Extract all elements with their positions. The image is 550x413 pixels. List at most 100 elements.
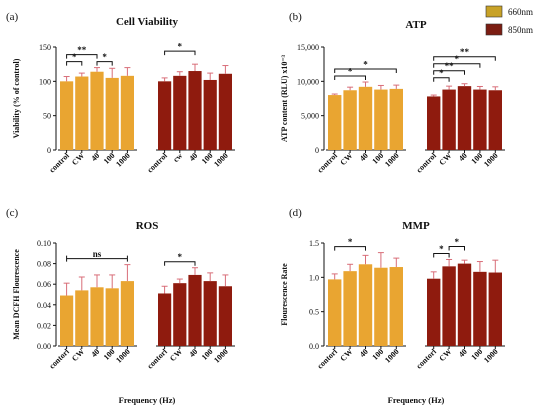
bar-850nm-4: [488, 272, 502, 346]
sig-bracket: [164, 261, 196, 266]
sig-label: *: [455, 54, 460, 64]
bar-850nm-0: [158, 293, 172, 346]
x-tick-label: CW: [437, 347, 453, 363]
y-tick-label: 0.10: [37, 239, 51, 248]
chart-title: ATP: [405, 19, 426, 31]
bar-660nm-2: [358, 264, 373, 346]
sig-bracket: [433, 70, 465, 75]
x-tick-label: 1000: [212, 151, 230, 169]
bar-660nm-2: [90, 71, 104, 150]
bar-850nm-0: [427, 96, 441, 150]
bar-660nm-1: [75, 76, 89, 150]
bar-850nm-4: [488, 90, 502, 150]
x-tick-label: cw: [171, 151, 184, 164]
chart-panel-4: (d) MMP 0.0 0.5 1.0 1.5 Flourescence Rate Frequ…: [280, 207, 505, 405]
x-tick-label: 40: [358, 151, 370, 163]
x-tick-label: 40: [89, 347, 101, 359]
sig-bracket: [334, 68, 397, 74]
bar-660nm-4: [120, 75, 134, 150]
x-tick-label: 40: [358, 347, 370, 359]
bar-660nm-4: [389, 88, 403, 150]
chart-panel-3: (c) ROS 0.00 0.02 0.04 0.06 0.08 0.10 Mean DCFH …: [6, 207, 235, 405]
x-tick-label: contorl: [145, 347, 169, 371]
bar-850nm-4: [218, 73, 232, 150]
chart-panel-1: (a) Cell Viability 0 50 100 150 Viability (% o…: [6, 11, 235, 175]
x-tick-label: 40: [187, 347, 199, 359]
x-tick-label: 40: [457, 347, 469, 359]
bar-660nm-2: [90, 287, 104, 346]
y-axis-label: ATP content (RLU) x10⁻³: [280, 54, 289, 142]
y-tick-label: 0.5: [309, 308, 319, 317]
x-tick-label: control: [316, 151, 340, 175]
bar-850nm-2: [457, 263, 472, 346]
x-tick-label: 1000: [482, 347, 500, 365]
y-tick-label: 15,000: [297, 43, 319, 52]
bar-850nm-1: [442, 89, 456, 150]
bar-850nm-3: [473, 89, 487, 150]
sig-label: *: [363, 60, 368, 70]
sig-label: *: [439, 68, 444, 78]
bar-850nm-0: [427, 278, 441, 346]
sig-bracket: [334, 246, 366, 251]
bar-660nm-2: [358, 86, 373, 150]
sig-label: *: [178, 42, 183, 52]
x-tick-label: 1000: [114, 151, 132, 169]
bar-850nm-3: [473, 271, 487, 346]
bar-850nm-3: [203, 281, 217, 346]
panel-label: (c): [6, 207, 19, 219]
y-tick-label: 0: [315, 146, 319, 155]
bar-660nm-0: [60, 81, 74, 150]
x-tick-label: control: [145, 151, 169, 175]
sig-label: **: [460, 47, 470, 57]
x-tick-label: control: [415, 151, 439, 175]
bar-850nm-2: [188, 274, 202, 346]
panel-label: (d): [289, 207, 302, 219]
x-axis-label: Frequency (Hz): [119, 395, 176, 405]
panel-label: (b): [289, 11, 302, 23]
bar-850nm-2: [457, 86, 472, 150]
chart-title: ROS: [136, 220, 159, 232]
sig-bracket: [433, 252, 450, 258]
y-tick-label: 0.08: [37, 260, 51, 269]
bar-850nm-0: [158, 81, 172, 150]
chart-title: MMP: [402, 220, 430, 232]
bar-850nm-1: [173, 283, 187, 346]
x-tick-label: CW: [70, 151, 86, 167]
y-tick-label: 150: [39, 43, 51, 52]
x-tick-label: CW: [437, 151, 453, 167]
sig-label: **: [445, 61, 455, 71]
sig-bracket: [164, 50, 196, 56]
x-tick-label: CW: [338, 151, 354, 167]
legend: 660nm 850nm: [485, 5, 533, 36]
y-tick-label: 1.0: [309, 273, 319, 282]
x-tick-label: CW: [168, 347, 184, 363]
bar-660nm-0: [328, 95, 342, 150]
bar-660nm-3: [374, 89, 388, 150]
legend-label-1: 850nm: [508, 25, 533, 35]
sig-label: *: [455, 237, 460, 247]
y-axis-label: Mean DCFH Flourescence: [12, 249, 21, 340]
y-tick-label: 0.00: [37, 342, 51, 351]
sig-label: *: [348, 237, 353, 247]
sig-label: *: [348, 67, 353, 77]
sig-label: **: [77, 45, 87, 55]
bar-850nm-3: [203, 79, 217, 150]
x-tick-label: 40: [187, 151, 199, 163]
x-tick-label: CW: [70, 347, 86, 363]
y-tick-label: 0.04: [37, 301, 51, 310]
bar-660nm-0: [328, 279, 342, 346]
bar-850nm-4: [218, 286, 232, 346]
x-tick-label: 1000: [482, 151, 500, 169]
x-tick-label: CW: [338, 347, 354, 363]
chart-panel-2: (b) ATP 0 5,000 10,000 15,000 ATP content (RLU…: [280, 11, 505, 175]
sig-bracket: [334, 75, 366, 81]
sig-label: *: [178, 252, 183, 262]
bar-850nm-2: [188, 71, 202, 150]
bar-660nm-4: [389, 267, 403, 346]
bar-660nm-1: [343, 90, 357, 150]
x-tick-label: 1000: [383, 347, 401, 365]
y-tick-label: 0: [47, 146, 51, 155]
sig-bracket: [433, 63, 481, 68]
y-tick-label: 10,000: [297, 77, 319, 86]
